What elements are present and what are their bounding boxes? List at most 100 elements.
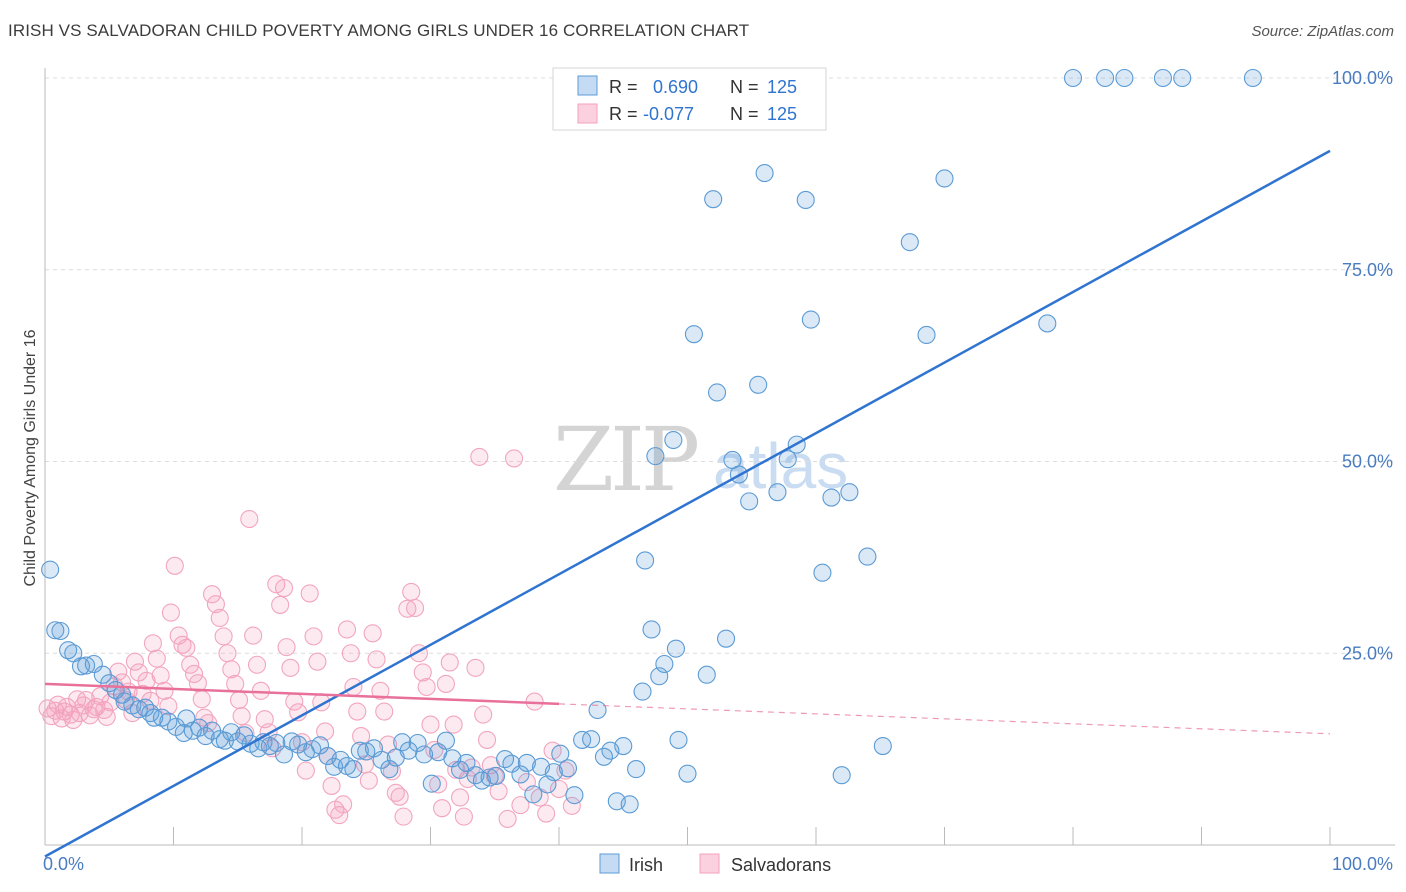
legend-box: R = 0.690 N = 125 R = -0.077 N = 125 [552,67,827,131]
legend-n-value: 125 [767,77,797,97]
irish-point [627,760,646,779]
svg-text:ZIP: ZIP [553,408,698,511]
salvadorans-point [218,644,237,663]
irish-point [524,785,543,804]
irish-point [1038,314,1057,333]
salvadorans-point [363,624,382,643]
irish-point [813,563,832,582]
salvadorans-point [371,681,390,700]
irish-point [289,735,308,754]
salvadorans-points [38,447,581,828]
salvadorans-point [155,681,174,700]
irish-point [704,190,723,209]
salvadorans-point [232,707,251,726]
salvadorans-point [421,715,440,734]
irish-point [495,750,515,769]
y-tick-label: 50.0% [1342,452,1393,472]
irish-point [646,447,665,466]
salvadorans-point [271,595,290,614]
salvadorans-point [159,697,178,716]
tick-labels: 25.0% 50.0% 75.0% 100.0% 0.0% 100.0% [43,68,1393,874]
salvadorans-point [474,705,493,724]
legend-n-label: N = [730,77,759,97]
salvadorans-point [277,638,296,657]
irish-point [664,430,683,450]
y-tick-label: 25.0% [1342,643,1393,663]
irish-point [755,164,774,183]
salvadorans-point [308,652,327,671]
irish-point [642,620,661,639]
y-tick-label: 100.0% [1332,68,1393,88]
salvadorans-point [489,782,508,801]
legend-n-value: 125 [767,104,797,124]
salvadorans-legend-swatch [577,103,598,124]
irish-point [517,753,536,772]
watermark: ZIP atlas [553,408,848,511]
y-axis-label: Child Poverty Among Girls Under 16 [22,329,39,586]
irish-point [480,768,499,787]
salvadorans-point [147,649,166,668]
gridlines [45,77,1395,654]
salvadorans-point [143,634,162,653]
salvadorans-trend-extension [558,703,1331,735]
salvadorans-point [454,807,473,826]
salvadorans-point [444,715,463,734]
legend-irish-label: Irish [629,855,663,875]
irish-point [325,757,344,776]
irish-point [51,621,70,641]
salvadorans-point [348,702,367,721]
irish-point [801,310,820,329]
salvadorans-point [210,608,229,628]
salvadorans-point [206,595,225,614]
salvadorans-point [556,761,575,780]
irish-point [697,665,716,684]
salvadorans-point [504,449,524,468]
salvadorans-point [281,658,300,677]
irish-point [778,450,797,469]
salvadorans-point [549,779,569,799]
irish-point [678,764,697,783]
legend-salvadorans-label: Salvadorans [731,855,831,875]
salvadorans-point [214,627,233,646]
salvadorans-point [382,762,402,781]
irish-point [684,325,703,344]
salvadorans-point [436,674,455,693]
irish-point [136,698,155,717]
salvadorans-point [229,690,249,710]
salvadorans-point [562,796,581,815]
irish-trend-line [44,149,1331,858]
irish-point [457,753,476,772]
irish-point [344,760,363,779]
salvadorans-point [375,702,394,721]
irish-point [350,741,369,760]
salvadorans-point [429,775,448,794]
salvadorans-point [181,655,200,674]
svg-text:atlas: atlas [713,430,848,502]
salvadorans-point [247,655,267,674]
salvadorans-point [95,700,114,720]
salvadorans-point [470,447,489,466]
irish-point [1153,68,1172,88]
irish-point [669,730,688,749]
salvadorans-point [337,620,357,639]
irish-point [486,766,506,786]
irish-point [145,708,164,727]
salvadorans-point [537,804,556,823]
irish-point [544,763,563,782]
irish-point [551,744,570,763]
salvadorans-point [316,722,335,741]
salvadorans-point [398,599,417,618]
irish-point [832,766,851,785]
salvadorans-point [274,579,294,598]
salvadorans-point [413,663,432,682]
irish-point [380,760,399,779]
salvadorans-bottom-swatch [699,853,720,874]
salvadorans-point [165,556,184,575]
irish-point [620,795,639,814]
irish-point [1096,68,1115,88]
irish-point [873,737,892,756]
irish-point [415,745,434,764]
irish-point [655,654,674,674]
salvadorans-point [406,598,425,618]
salvadorans-point [97,707,116,726]
